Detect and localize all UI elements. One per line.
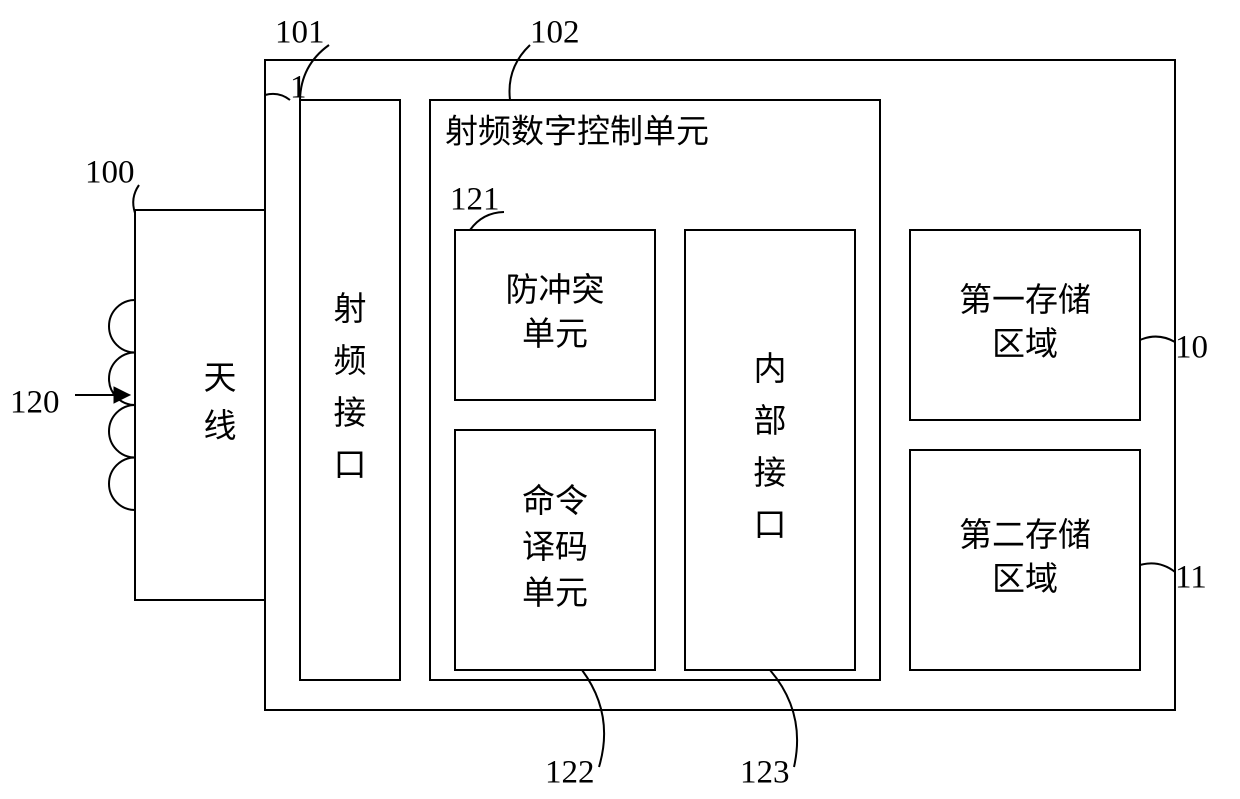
ref-120: 120 [10, 385, 60, 421]
rfdcu-title: 射频数字控制单元 [445, 114, 709, 151]
ref-121: 121 [450, 182, 500, 218]
rf-interface-box [300, 100, 400, 680]
antenna-box [135, 210, 265, 600]
antenna-coil [109, 300, 135, 510]
storage2-box [910, 450, 1140, 670]
ref-10: 10 [1175, 330, 1208, 366]
diagram-canvas: 天线射频接口射频数字控制单元防冲突单元命令译码单元内部接口第一存储区域第二存储区… [0, 0, 1240, 799]
ref-11: 11 [1175, 560, 1207, 596]
ref-123: 123 [740, 755, 790, 791]
decoder-label: 命令译码单元 [522, 483, 588, 612]
ref-101: 101 [275, 15, 325, 51]
ref-122: 122 [545, 755, 595, 791]
storage1-box [910, 230, 1140, 420]
ref-102: 102 [530, 15, 580, 51]
internal-interface-box [685, 230, 855, 670]
ref-100: 100 [85, 155, 135, 191]
anticollision-box [455, 230, 655, 400]
